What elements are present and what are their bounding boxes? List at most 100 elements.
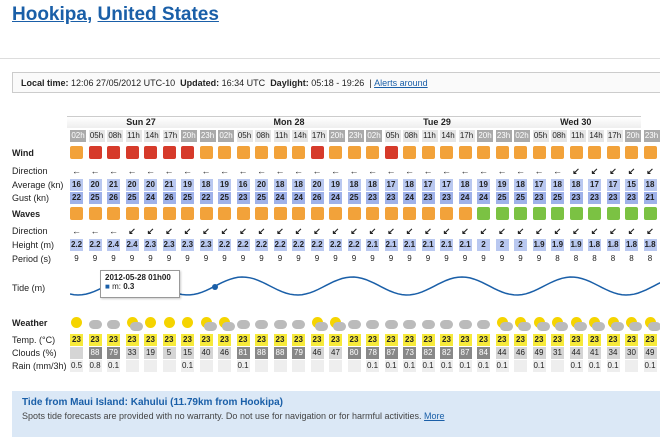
- rain-cell: 0.1: [421, 360, 435, 372]
- wave-direction-arrow: ↙: [590, 226, 599, 236]
- wave-period-label: Period (s): [12, 254, 52, 264]
- wave-icon: [70, 207, 83, 220]
- wind-icon: [403, 146, 416, 159]
- cloud-icon: [222, 322, 235, 331]
- wave-icon: [458, 207, 472, 220]
- country-link[interactable]: United States: [97, 4, 219, 25]
- wind-direction-arrow: ↙: [609, 166, 617, 176]
- wind-direction-arrow: ←: [109, 166, 118, 176]
- wind-direction-arrow: ←: [497, 166, 507, 176]
- wave-direction-arrow: ↙: [294, 226, 303, 236]
- wave-direction-arrow: ↙: [498, 226, 506, 236]
- hour-cell: 08h: [403, 130, 419, 142]
- cloud-icon: [477, 320, 490, 329]
- clouds-cell: 82: [440, 347, 453, 359]
- wave-direction-arrow: ↙: [146, 226, 155, 236]
- clouds-cell: 79: [292, 347, 305, 359]
- wind-icon: [440, 146, 453, 159]
- wind-gust-cell: 25: [551, 192, 564, 204]
- wave-height-cell: 2: [477, 239, 490, 251]
- wind-direction-arrow: ←: [331, 166, 340, 176]
- wave-period-cell: 9: [240, 254, 246, 263]
- tooltip-series: m:: [112, 282, 121, 291]
- hour-cell: 20h: [329, 130, 345, 142]
- wave-height-cell: 2.3: [162, 239, 176, 251]
- cloud-icon: [610, 322, 624, 331]
- wave-icon: [477, 207, 490, 220]
- wave-icon: [366, 207, 379, 220]
- wind-gust-cell: 25: [181, 192, 194, 204]
- temp-cell: 23: [606, 334, 620, 346]
- wave-direction-arrow: ↙: [405, 226, 414, 236]
- wave-height-cell: 2.3: [199, 239, 213, 251]
- clouds-cell: 80: [347, 347, 361, 359]
- clouds-cell: [70, 347, 83, 359]
- wind-direction-arrow: ←: [442, 166, 451, 176]
- wave-period-cell: 9: [277, 254, 283, 263]
- cloud-icon: [573, 322, 587, 331]
- wind-average-cell: 16: [70, 179, 83, 191]
- tooltip-value: 0.3: [123, 282, 135, 291]
- wind-gust-cell: 21: [643, 192, 657, 204]
- info-bar: Local time: 12:06 27/05/2012 UTC-10 Upda…: [12, 72, 660, 93]
- wave-height-cell: 2.1: [458, 239, 472, 251]
- hour-cell: 02h: [366, 130, 382, 142]
- day-header: Wed 30: [511, 116, 641, 128]
- wave-icon: [440, 207, 453, 220]
- wind-direction-arrow: ←: [72, 166, 81, 176]
- rain-cell: 0.5: [70, 360, 83, 372]
- temp-cell: 23: [440, 334, 453, 346]
- wave-direction-arrow: ↙: [350, 226, 358, 236]
- wind-gust-cell: 23: [532, 192, 546, 204]
- wave-icon: [236, 207, 250, 220]
- alerts-link[interactable]: Alerts around: [374, 78, 428, 88]
- day-header: Mon 28: [215, 116, 363, 128]
- spot-link[interactable]: Hookipa: [12, 4, 87, 25]
- wind-icon: [458, 146, 472, 159]
- wave-period-cell: 8: [629, 254, 634, 263]
- cloud-icon: [421, 320, 435, 329]
- clouds-cell: 41: [588, 347, 601, 359]
- wind-gust-cell: 25: [514, 192, 527, 204]
- wind-gust-cell: 24: [292, 192, 305, 204]
- wind-icon: [107, 146, 120, 159]
- hour-cell: 20h: [625, 130, 641, 142]
- wind-gust-cell: 25: [125, 192, 139, 204]
- wave-height-cell: 2.4: [107, 239, 120, 251]
- temp-cell: 23: [366, 334, 379, 346]
- wind-icon: [588, 146, 601, 159]
- wave-period-cell: 9: [407, 254, 412, 263]
- wave-period-cell: 9: [370, 254, 375, 263]
- wave-period-cell: 9: [481, 254, 486, 263]
- wave-period-cell: 9: [536, 254, 542, 263]
- hour-cell: 08h: [107, 130, 123, 142]
- temp-cell: 23: [421, 334, 435, 346]
- cloud-icon: [129, 322, 143, 331]
- wind-gust-cell: 26: [310, 192, 324, 204]
- wave-icon: [273, 207, 287, 220]
- cloud-icon: [292, 320, 305, 329]
- hour-cell: 02h: [514, 130, 530, 142]
- temp-cell: 23: [292, 334, 305, 346]
- wind-direction-arrow: ↙: [572, 166, 580, 176]
- wind-label: Wind: [12, 148, 34, 158]
- wave-height-cell: 1.9: [569, 239, 583, 251]
- clouds-cell: 88: [273, 347, 287, 359]
- wind-icon: [532, 146, 546, 159]
- footer-more-link[interactable]: More: [424, 411, 445, 421]
- tide-label: Tide (m): [12, 283, 46, 293]
- wave-height-cell: 2.2: [273, 239, 287, 251]
- rain-cell: 0.1: [384, 360, 398, 372]
- wind-gust-cell: 22: [199, 192, 213, 204]
- wind-average-cell: 18: [347, 179, 361, 191]
- wave-icon: [643, 207, 657, 220]
- wave-period-cell: 8: [592, 254, 597, 263]
- wind-average-cell: 18: [273, 179, 287, 191]
- wind-average-cell: 19: [329, 179, 342, 191]
- hour-cell: 17h: [458, 130, 475, 142]
- wave-period-cell: 8: [610, 254, 616, 263]
- wave-period-cell: 9: [444, 254, 449, 263]
- temp-cell: 23: [495, 334, 509, 346]
- wind-icon: [218, 146, 231, 159]
- wave-direction-arrow: ↙: [461, 226, 469, 236]
